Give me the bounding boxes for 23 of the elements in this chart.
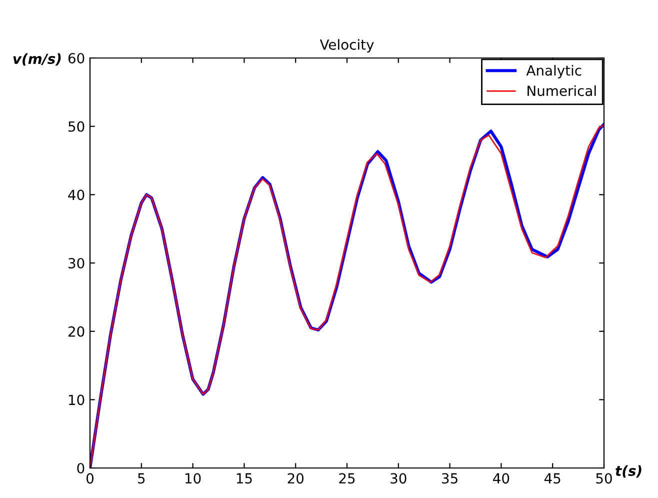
x-tick-label: 50 bbox=[596, 473, 612, 484]
x-tick-label: 30 bbox=[390, 473, 406, 484]
x-tick-label: 35 bbox=[442, 473, 458, 484]
y-tick-label: 30 bbox=[68, 258, 84, 268]
legend-label: Analytic bbox=[526, 64, 582, 78]
legend-label: Numerical bbox=[528, 85, 596, 96]
y-tick-label: 20 bbox=[68, 326, 84, 337]
x-tick-label: 25 bbox=[339, 473, 355, 484]
x-axis-title: t(s) bbox=[616, 465, 642, 478]
y-tick-label: 40 bbox=[68, 190, 84, 200]
x-tick-label: 45 bbox=[544, 473, 560, 484]
y-axis-title: v(m/s) bbox=[13, 53, 61, 66]
x-tick-label: 15 bbox=[236, 473, 252, 484]
x-tick-label: 5 bbox=[138, 473, 145, 484]
y-tick-label: 10 bbox=[68, 394, 84, 406]
y-tick-label: 60 bbox=[68, 52, 84, 64]
y-tick-label: 0 bbox=[77, 462, 84, 474]
x-tick-label: 40 bbox=[493, 473, 510, 484]
x-tick-label: 20 bbox=[288, 473, 304, 484]
x-tick-label: 10 bbox=[185, 473, 201, 484]
chart-title: Velocity bbox=[320, 39, 374, 53]
x-tick-label: 0 bbox=[86, 473, 94, 484]
y-tick-label: 50 bbox=[68, 121, 84, 132]
